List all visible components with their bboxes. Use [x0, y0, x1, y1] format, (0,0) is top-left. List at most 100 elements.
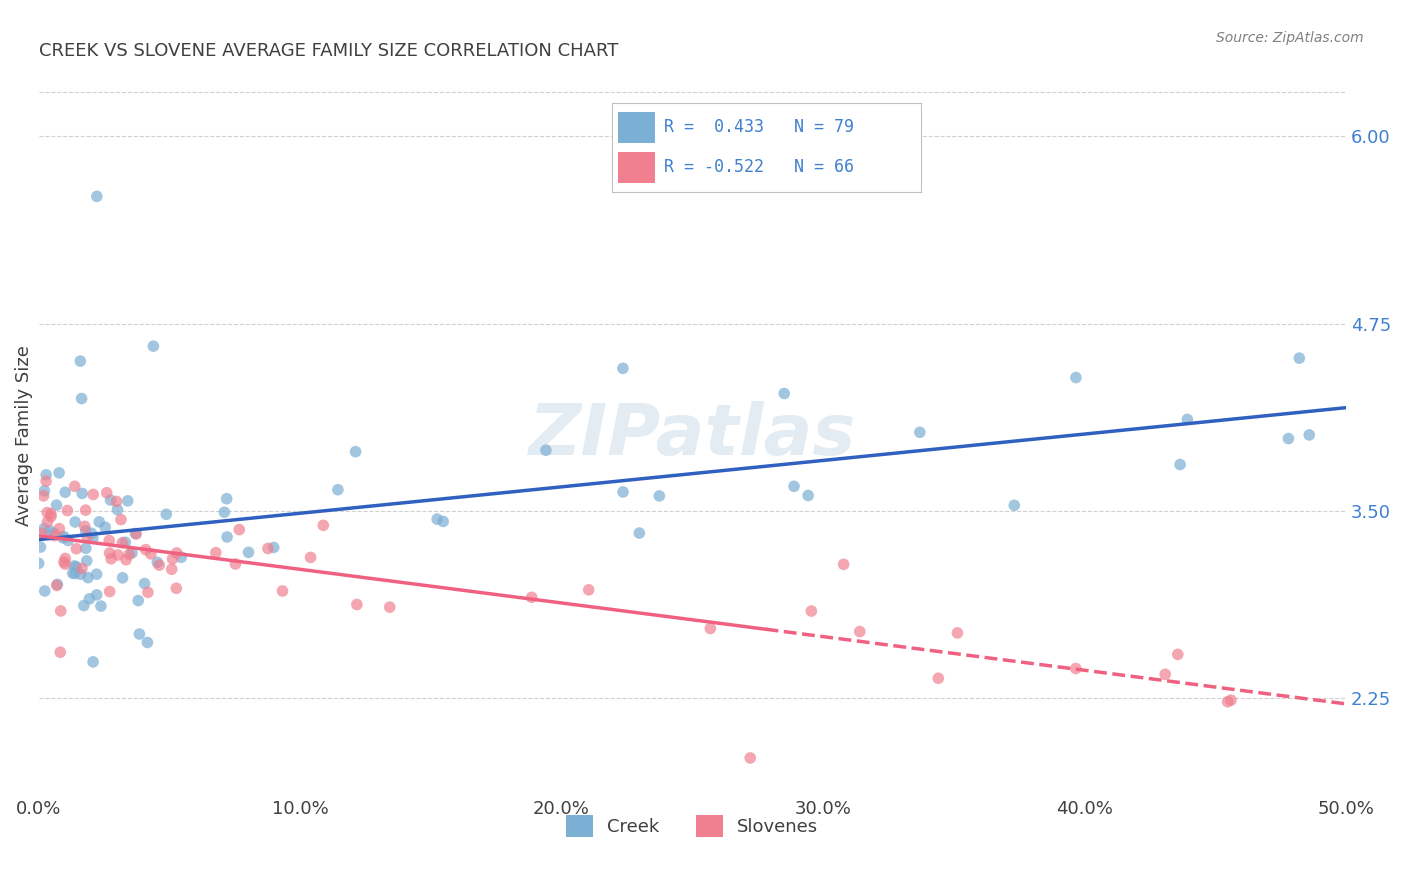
Point: [238, 545, 260, 559]
Point: [628, 526, 651, 541]
Point: [77, 571, 100, 585]
Point: [76, 554, 98, 568]
Point: [31, 526, 53, 541]
Point: [217, 530, 239, 544]
Point: [648, 489, 671, 503]
Point: [69, 354, 91, 368]
Point: [39, 509, 62, 524]
Point: [52, 530, 75, 544]
Point: [46, 577, 69, 591]
Point: [136, 585, 159, 599]
Point: [228, 523, 250, 537]
Point: [34, 483, 56, 498]
Point: [53, 551, 76, 566]
Point: [70, 392, 93, 406]
Point: [63, 558, 86, 573]
Point: [48, 522, 70, 536]
Point: [53, 485, 76, 500]
Point: [98, 533, 121, 548]
Point: [82, 487, 104, 501]
Point: [37, 515, 59, 529]
Point: [1064, 370, 1087, 384]
Point: [1064, 661, 1087, 675]
Point: [128, 627, 150, 641]
Point: [53, 557, 76, 571]
Point: [783, 479, 806, 493]
Point: [118, 547, 141, 561]
Point: [271, 584, 294, 599]
Point: [28, 557, 51, 571]
Point: [170, 550, 193, 565]
Point: [612, 485, 634, 500]
Point: [96, 485, 118, 500]
Point: [426, 512, 449, 526]
Point: [378, 600, 401, 615]
Point: [135, 542, 157, 557]
Point: [908, 425, 931, 440]
Point: [127, 593, 149, 607]
Point: [79, 591, 101, 606]
Point: [215, 491, 238, 506]
Point: [125, 527, 148, 541]
Point: [86, 567, 108, 582]
Point: [1298, 428, 1320, 442]
Point: [115, 553, 138, 567]
Point: [155, 508, 177, 522]
Point: [534, 443, 557, 458]
Point: [86, 588, 108, 602]
Legend: Creek, Slovenes: Creek, Slovenes: [558, 807, 825, 844]
Point: [927, 671, 949, 685]
Point: [1216, 695, 1239, 709]
Point: [1220, 693, 1243, 707]
Point: [114, 535, 136, 549]
Point: [100, 551, 122, 566]
Point: [139, 547, 162, 561]
Point: [65, 541, 87, 556]
Text: R =  0.433   N = 79: R = 0.433 N = 79: [664, 118, 855, 136]
Point: [134, 576, 156, 591]
Point: [797, 489, 820, 503]
Point: [578, 582, 600, 597]
Point: [740, 751, 762, 765]
Point: [848, 624, 870, 639]
Bar: [617, 112, 655, 143]
Point: [35, 474, 58, 488]
Text: ZIPatlas: ZIPatlas: [529, 401, 856, 470]
Point: [946, 626, 969, 640]
Point: [1154, 667, 1177, 681]
Point: [35, 467, 58, 482]
Point: [142, 339, 165, 353]
Point: [49, 604, 72, 618]
Point: [82, 531, 104, 545]
Point: [75, 541, 97, 556]
Point: [111, 535, 134, 549]
Point: [98, 584, 121, 599]
Point: [52, 531, 75, 545]
Point: [105, 494, 128, 508]
Y-axis label: Average Family Size: Average Family Size: [15, 345, 32, 526]
Point: [30, 540, 52, 554]
Point: [800, 604, 823, 618]
Point: [107, 502, 129, 516]
Point: [612, 361, 634, 376]
Point: [49, 645, 72, 659]
Point: [75, 524, 97, 538]
Point: [257, 541, 280, 556]
Point: [1168, 458, 1191, 472]
Point: [75, 503, 97, 517]
Point: [1175, 412, 1198, 426]
Point: [146, 555, 169, 569]
Point: [94, 520, 117, 534]
Point: [1277, 432, 1299, 446]
Point: [65, 559, 87, 574]
Point: [45, 578, 67, 592]
Point: [160, 562, 183, 576]
Point: [699, 622, 721, 636]
Point: [124, 526, 146, 541]
Bar: [617, 152, 655, 183]
Point: [63, 515, 86, 529]
Point: [98, 546, 121, 560]
Point: [86, 189, 108, 203]
Point: [326, 483, 349, 497]
Point: [45, 498, 67, 512]
